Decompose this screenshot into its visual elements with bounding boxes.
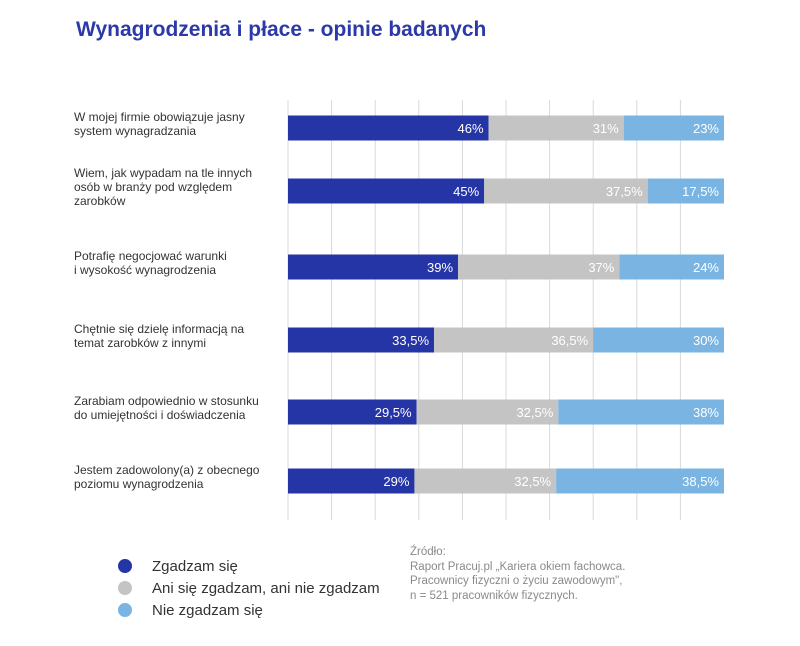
- source-line: Pracownicy fizyczni o życiu zawodowym",: [410, 575, 623, 587]
- data-label: 23%: [693, 121, 719, 136]
- bar-segment: [288, 254, 459, 280]
- bar-segment: [288, 468, 415, 494]
- bar-segment: [414, 468, 557, 494]
- legend-dot-icon: [118, 559, 132, 573]
- data-label: 29,5%: [375, 405, 412, 420]
- bar-segment: [488, 115, 624, 141]
- category-label: zarobków: [74, 194, 126, 208]
- category-label: Jestem zadowolony(a) z obecnego: [74, 463, 260, 477]
- data-label: 32,5%: [514, 474, 551, 489]
- data-label: 38,5%: [682, 474, 719, 489]
- bar-segment: [556, 468, 724, 494]
- legend-dot-icon: [118, 581, 132, 595]
- data-label: 32,5%: [516, 405, 553, 420]
- data-label: 33,5%: [392, 333, 429, 348]
- legend-item: Nie zgadzam się: [118, 599, 380, 621]
- legend-label: Nie zgadzam się: [152, 601, 263, 619]
- legend-item: Ani się zgadzam, ani nie zgadzam: [118, 577, 380, 599]
- data-label: 38%: [693, 405, 719, 420]
- data-label: 39%: [427, 260, 453, 275]
- data-label: 46%: [458, 121, 484, 136]
- data-label: 24%: [693, 260, 719, 275]
- data-label: 37%: [588, 260, 614, 275]
- category-label: do umiejętności i doświadczenia: [74, 408, 246, 422]
- legend-dot-icon: [118, 603, 132, 617]
- data-label: 37,5%: [606, 184, 643, 199]
- bar-segment: [647, 178, 724, 204]
- legend-label: Ani się zgadzam, ani nie zgadzam: [152, 579, 380, 597]
- category-label: osób w branży pod względem: [74, 180, 232, 194]
- data-label: 30%: [693, 333, 719, 348]
- data-label: 45%: [453, 184, 479, 199]
- bar-segment: [288, 399, 417, 425]
- bar-segment: [558, 399, 724, 425]
- category-label: poziomu wynagrodzenia: [74, 477, 204, 491]
- legend-label: Zgadzam się: [152, 557, 238, 575]
- data-label: 17,5%: [682, 184, 719, 199]
- category-label: i wysokość wynagrodzenia: [74, 263, 216, 277]
- category-label: W mojej firmie obowiązuje jasny: [74, 110, 245, 124]
- category-label: system wynagradzania: [74, 124, 196, 138]
- bar-segment: [619, 254, 724, 280]
- bar-segment: [434, 327, 594, 353]
- data-label: 36,5%: [551, 333, 588, 348]
- source-line: Źródło:: [410, 546, 446, 558]
- bar-segment: [288, 115, 489, 141]
- bar-segment: [288, 178, 485, 204]
- category-label: Potrafię negocjować warunki: [74, 249, 227, 263]
- bar-segment: [484, 178, 648, 204]
- source-line: Raport Pracuj.pl „Kariera okiem fachowca…: [410, 560, 626, 573]
- legend-item: Zgadzam się: [118, 555, 380, 577]
- source-line: n = 521 pracowników fizycznych.: [410, 589, 578, 602]
- category-label: Wiem, jak wypadam na tle innych: [74, 166, 252, 180]
- category-label: Chętnie się dzielę informacją na: [74, 322, 244, 336]
- data-label: 31%: [593, 121, 619, 136]
- source-note: Źródło: Raport Pracuj.pl „Kariera okiem f…: [410, 545, 625, 603]
- bar-segment: [593, 327, 724, 353]
- data-label: 29%: [383, 474, 409, 489]
- bar-segment: [416, 399, 559, 425]
- category-label: temat zarobków z innymi: [74, 336, 206, 350]
- category-label: Zarabiam odpowiednio w stosunku: [74, 394, 259, 408]
- chart-title: Wynagrodzenia i płace - opinie badanych: [76, 18, 487, 41]
- bar-segment: [458, 254, 620, 280]
- bar-segment: [288, 327, 435, 353]
- legend: Zgadzam się Ani się zgadzam, ani nie zgad…: [118, 555, 380, 621]
- bar-segment: [623, 115, 724, 141]
